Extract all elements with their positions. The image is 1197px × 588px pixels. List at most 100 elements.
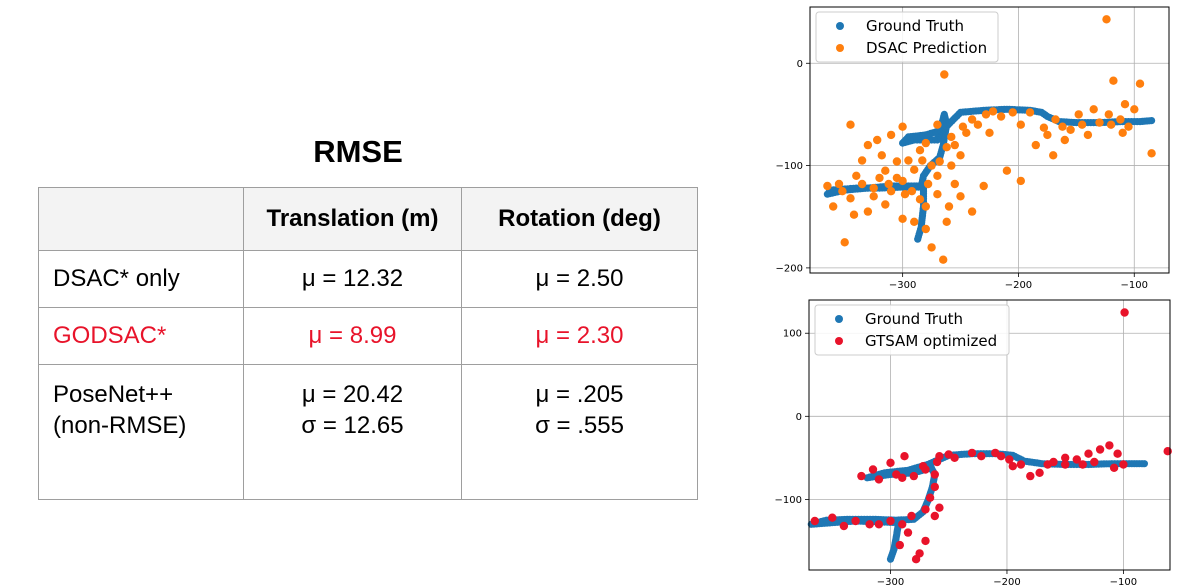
data-point (886, 458, 895, 467)
data-point (1083, 130, 1093, 140)
data-point (852, 171, 861, 180)
translation-cell: μ = 20.42 σ = 12.65 (243, 364, 462, 500)
data-point (838, 187, 847, 196)
data-point (869, 183, 878, 193)
data-point (1005, 455, 1014, 464)
data-point (865, 520, 874, 529)
data-point (933, 190, 942, 199)
data-point (910, 217, 919, 226)
data-point (1074, 110, 1083, 119)
data-point (1120, 308, 1129, 317)
data-point (1109, 76, 1118, 85)
data-point (985, 128, 994, 137)
data-point (863, 140, 873, 150)
data-point (967, 448, 977, 458)
series-1 (807, 450, 1148, 563)
table-header-row: Translation (m) Rotation (deg) (38, 187, 698, 251)
data-point (935, 503, 944, 512)
data-point (1077, 120, 1087, 129)
data-point (939, 255, 948, 264)
data-point (1051, 115, 1060, 124)
data-point (996, 112, 1006, 121)
data-point (1109, 463, 1119, 472)
data-point (967, 207, 977, 216)
data-point (857, 156, 867, 165)
data-point (1061, 460, 1070, 469)
data-point (1008, 108, 1017, 117)
data-point (988, 107, 998, 116)
data-point (933, 120, 942, 129)
y-tick-label: 100 (783, 329, 802, 340)
data-point (935, 452, 944, 461)
data-point (810, 516, 819, 526)
data-point (1060, 135, 1070, 145)
y-tick-label: 0 (796, 412, 802, 423)
row-label: DSAC* only (38, 250, 244, 308)
row-label-line: PoseNet++ (53, 381, 174, 408)
data-point (1016, 176, 1025, 186)
data-point (1120, 100, 1130, 109)
legend-label: Ground Truth (866, 17, 964, 35)
legend-marker (835, 315, 843, 323)
data-point (967, 115, 977, 124)
data-point (921, 138, 930, 148)
data-point (1102, 15, 1111, 24)
data-point (1025, 108, 1035, 117)
data-point (1113, 449, 1122, 458)
data-point (933, 171, 942, 180)
legend-marker (836, 44, 844, 52)
data-point (828, 513, 837, 522)
data-point (1043, 130, 1052, 140)
table-title: RMSE (313, 134, 403, 169)
data-point (886, 187, 896, 196)
data-point (944, 202, 954, 211)
series-2 (823, 15, 1156, 264)
data-point (869, 192, 878, 201)
data-point (874, 520, 884, 529)
data-point (921, 224, 930, 234)
data-point (977, 452, 986, 461)
data-point (1095, 445, 1105, 454)
data-point (940, 70, 949, 79)
data-point (898, 176, 907, 186)
data-point (1118, 128, 1127, 137)
rotation-cell: μ = .205 σ = .555 (461, 364, 698, 500)
data-point (851, 516, 860, 526)
data-point (930, 470, 939, 479)
data-point (1105, 441, 1114, 450)
data-point (873, 135, 882, 145)
data-point (875, 173, 884, 183)
data-point (909, 471, 918, 481)
data-point (1078, 460, 1087, 469)
data-point (1061, 453, 1070, 462)
data-point (1016, 460, 1026, 469)
data-point (884, 179, 893, 189)
data-point (1084, 449, 1093, 458)
data-point (1049, 151, 1058, 160)
data-point (942, 143, 951, 152)
data-point (898, 520, 907, 529)
legend-label: DSAC Prediction (866, 39, 987, 57)
data-point (950, 453, 959, 462)
data-point (918, 462, 928, 471)
data-point (947, 132, 956, 142)
data-point (1026, 471, 1035, 481)
table-row: GODSAC* μ = 8.99 μ = 2.30 (38, 307, 698, 365)
data-point (881, 200, 890, 209)
header-cell-translation: Translation (m) (243, 187, 462, 251)
data-point (877, 151, 886, 160)
x-tick-label: −100 (1121, 280, 1148, 291)
data-point (915, 146, 925, 155)
data-point (1066, 125, 1075, 134)
legend-marker (835, 337, 843, 345)
data-point (979, 181, 988, 191)
data-point (921, 505, 930, 514)
data-point (947, 161, 956, 170)
data-point (1008, 462, 1017, 471)
plot-1: −300 −200 −100 0 −100 −200 Ground Truth DSAC Pr… (776, 6, 1170, 291)
data-point (857, 471, 866, 481)
data-point (930, 511, 939, 521)
x-tick-label: −100 (1110, 577, 1137, 588)
data-point (927, 161, 936, 170)
rotation-std: σ = .555 (535, 412, 624, 439)
